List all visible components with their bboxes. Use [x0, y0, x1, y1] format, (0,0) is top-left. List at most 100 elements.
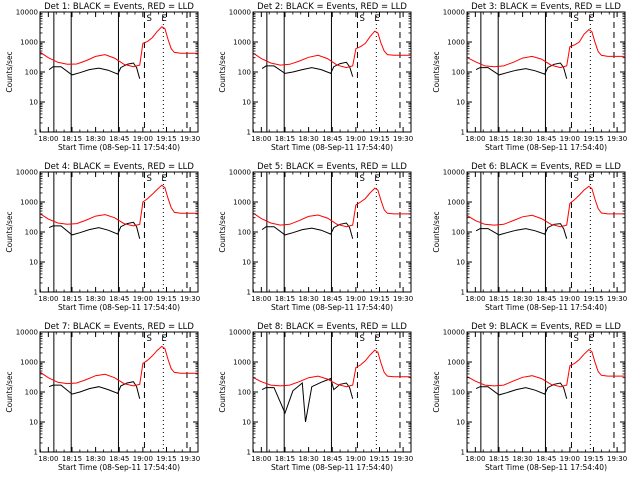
y-tick-label: 10000: [229, 9, 251, 17]
x-tick-label: 18:00: [251, 295, 271, 303]
y-tick-label: 1000: [20, 39, 38, 47]
x-axis-label: Start Time (08-Sep-11 17:54:40): [485, 303, 607, 312]
panel-title: Det 7: BLACK = Events, RED = LLD: [44, 322, 194, 332]
y-tick-label: 10000: [16, 169, 38, 177]
panel-title: Det 1: BLACK = Events, RED = LLD: [44, 2, 194, 12]
events-series-line: [475, 223, 568, 239]
x-tick-label: 19:00: [560, 135, 580, 143]
y-tick-label: 10: [456, 259, 465, 267]
x-tick-label: 18:00: [465, 455, 485, 463]
x-tick-label: 19:30: [607, 135, 627, 143]
x-tick-label: 18:45: [322, 455, 342, 463]
lld-series-line: [253, 30, 411, 69]
lld-series-line: [467, 348, 625, 388]
y-tick-label: 10000: [443, 329, 465, 337]
panel-title: Det 2: BLACK = Events, RED = LLD: [257, 2, 407, 12]
lld-series-line: [253, 349, 411, 388]
x-axis-label: Start Time (08-Sep-11 17:54:40): [271, 463, 393, 472]
x-tick-label: 18:45: [536, 455, 556, 463]
x-tick-label: 18:15: [489, 135, 509, 143]
x-axis-label: Start Time (08-Sep-11 17:54:40): [58, 143, 180, 152]
annotation-end: E: [374, 174, 379, 184]
x-axis-label: Start Time (08-Sep-11 17:54:40): [271, 303, 393, 312]
x-axis-label: Start Time (08-Sep-11 17:54:40): [58, 463, 180, 472]
x-axis-label: Start Time (08-Sep-11 17:54:40): [271, 143, 393, 152]
x-tick-label: 18:15: [62, 135, 82, 143]
x-axis-label: Start Time (08-Sep-11 17:54:40): [485, 463, 607, 472]
y-tick-label: 10: [29, 259, 38, 267]
x-tick-label: 18:30: [299, 455, 319, 463]
panel-det-4: Det 4: BLACK = Events, RED = LLD S E 1 10 100…: [5, 162, 200, 312]
x-tick-label: 18:45: [322, 135, 342, 143]
panel-det-6: Det 6: BLACK = Events, RED = LLD S E 1 10 100…: [432, 162, 627, 312]
x-tick-label: 18:45: [109, 295, 129, 303]
panel-det-8: Det 8: BLACK = Events, RED = LLD S E 1 10 100…: [218, 322, 413, 472]
x-tick-label: 19:30: [393, 295, 413, 303]
y-tick-label: 100: [25, 229, 38, 237]
x-tick-label: 18:00: [251, 135, 271, 143]
y-tick-label: 100: [238, 69, 251, 77]
plot-area: [253, 172, 411, 292]
y-tick-label: 10000: [16, 9, 38, 17]
y-tick-label: 1000: [20, 199, 38, 207]
y-tick-label: 1000: [233, 199, 251, 207]
events-series-line: [475, 62, 568, 79]
annotation-start: S: [359, 14, 364, 24]
events-series-line: [261, 377, 354, 423]
events-series-line: [48, 221, 141, 239]
x-tick-label: 19:15: [369, 295, 389, 303]
annotation-start: S: [359, 174, 364, 184]
panel-det-5: Det 5: BLACK = Events, RED = LLD S E 1 10 100…: [218, 162, 413, 312]
y-tick-label: 10: [456, 419, 465, 427]
x-tick-label: 18:45: [322, 295, 342, 303]
annotation-end: E: [374, 14, 379, 24]
x-tick-label: 18:00: [251, 455, 271, 463]
y-tick-label: 10: [242, 419, 251, 427]
y-tick-label: 10000: [229, 169, 251, 177]
lld-series-line: [40, 26, 198, 68]
x-tick-label: 19:00: [133, 135, 153, 143]
y-tick-label: 100: [238, 229, 251, 237]
y-tick-label: 1000: [447, 199, 465, 207]
x-tick-label: 19:30: [607, 295, 627, 303]
x-tick-label: 19:30: [607, 455, 627, 463]
panel-title: Det 3: BLACK = Events, RED = LLD: [471, 2, 621, 12]
x-tick-label: 18:15: [489, 455, 509, 463]
annotation-start: S: [573, 334, 578, 344]
y-axis-label: Counts/sec: [218, 371, 227, 412]
panel-det-7: Det 7: BLACK = Events, RED = LLD S E 1 10 100…: [5, 322, 200, 472]
x-tick-label: 19:00: [346, 135, 366, 143]
lld-series-line: [40, 184, 198, 227]
x-tick-label: 19:30: [180, 135, 200, 143]
y-axis-label: Counts/sec: [218, 51, 227, 92]
x-tick-label: 18:00: [38, 135, 58, 143]
lld-series-line: [253, 187, 411, 228]
y-axis-label: Counts/sec: [5, 51, 14, 92]
x-tick-label: 18:15: [489, 295, 509, 303]
events-series-line: [475, 382, 568, 399]
panel-title: Det 8: BLACK = Events, RED = LLD: [257, 322, 407, 332]
annotation-end: E: [588, 174, 593, 184]
x-tick-label: 19:15: [583, 135, 603, 143]
panel-title: Det 9: BLACK = Events, RED = LLD: [471, 322, 621, 332]
x-tick-label: 18:30: [513, 455, 533, 463]
y-axis-label: Counts/sec: [432, 51, 441, 92]
x-tick-label: 18:00: [38, 295, 58, 303]
x-tick-label: 18:30: [86, 455, 106, 463]
x-axis-label: Start Time (08-Sep-11 17:54:40): [58, 303, 180, 312]
lld-series-line: [467, 28, 625, 69]
panel-det-3: Det 3: BLACK = Events, RED = LLD S E 1 10 100…: [432, 2, 627, 152]
x-tick-label: 19:15: [369, 455, 389, 463]
annotation-end: E: [374, 334, 379, 344]
plot-frame: [252, 11, 412, 133]
y-tick-label: 1000: [447, 39, 465, 47]
plot-area: [253, 12, 411, 132]
x-tick-label: 19:15: [156, 135, 176, 143]
annotation-start: S: [573, 14, 578, 24]
x-tick-label: 19:15: [156, 455, 176, 463]
annotation-end: E: [161, 334, 166, 344]
y-axis-label: Counts/sec: [218, 211, 227, 252]
x-tick-label: 19:30: [180, 295, 200, 303]
x-tick-label: 18:45: [109, 455, 129, 463]
x-tick-label: 19:15: [583, 295, 603, 303]
